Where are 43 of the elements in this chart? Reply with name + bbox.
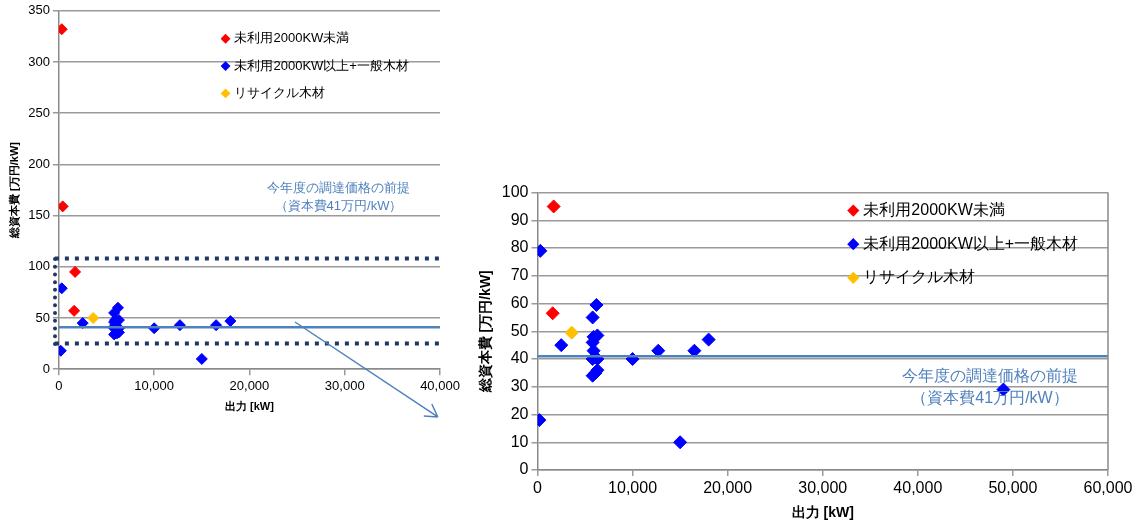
legend-label: 未利用2000KW未満	[234, 30, 350, 46]
y-tick-label: 250	[28, 104, 50, 120]
legend-label: 未利用2000KW以上+一般木材	[863, 234, 1079, 252]
legend-label: 未利用2000KW以上+一般木材	[234, 57, 409, 73]
y-axis-title: 総資本費 [万円/kW]	[477, 270, 494, 394]
legend-label: 未利用2000KW未満	[863, 201, 1005, 219]
x-axis-title: 出力 [kW]	[791, 504, 854, 521]
y-tick-label: 200	[28, 155, 50, 171]
x-tick-label: 60,000	[1083, 479, 1133, 497]
legend-label: リサイクル木材	[234, 84, 326, 100]
legend-label: リサイクル木材	[863, 268, 976, 286]
y-tick-label: 40	[510, 349, 529, 367]
y-tick-label: 0	[519, 460, 529, 478]
x-tick-label: 30,000	[324, 377, 365, 393]
x-tick-label: 20,000	[703, 479, 753, 497]
x-axis-title: 出力 [kW]	[225, 400, 275, 413]
y-tick-label: 100	[28, 258, 50, 274]
x-tick-label: 50,000	[988, 479, 1038, 497]
x-tick-label: 30,000	[798, 479, 848, 497]
x-tick-label: 10,000	[608, 479, 658, 497]
y-tick-label: 350	[28, 2, 50, 18]
y-tick-label: 50	[35, 309, 50, 325]
x-tick-label: 20,000	[229, 377, 270, 393]
x-tick-label: 10,000	[134, 377, 175, 393]
ref-line-label: 今年度の調達価格の前提（資本費41万円/kW）	[902, 367, 1078, 406]
y-tick-label: 300	[28, 53, 50, 69]
y-tick-label: 10	[510, 432, 529, 450]
x-tick-label: 40,000	[893, 479, 943, 497]
y-tick-label: 70	[510, 266, 529, 284]
y-tick-label: 100	[501, 183, 529, 201]
x-tick-label: 0	[55, 377, 63, 393]
y-tick-label: 30	[510, 377, 529, 395]
y-axis-title: 総資本費 [万円/kW]	[7, 141, 21, 239]
x-tick-label: 0	[533, 479, 543, 497]
y-tick-label: 20	[510, 404, 529, 422]
ref-line-label: 今年度の調達価格の前提（資本費41万円/kW）	[267, 180, 410, 213]
y-tick-label: 150	[28, 207, 50, 223]
y-tick-label: 0	[42, 360, 50, 376]
y-tick-label: 50	[510, 321, 529, 339]
y-tick-label: 80	[510, 238, 529, 256]
y-tick-label: 90	[510, 210, 529, 228]
x-tick-label: 40,000	[420, 377, 460, 393]
y-tick-label: 60	[510, 293, 529, 311]
